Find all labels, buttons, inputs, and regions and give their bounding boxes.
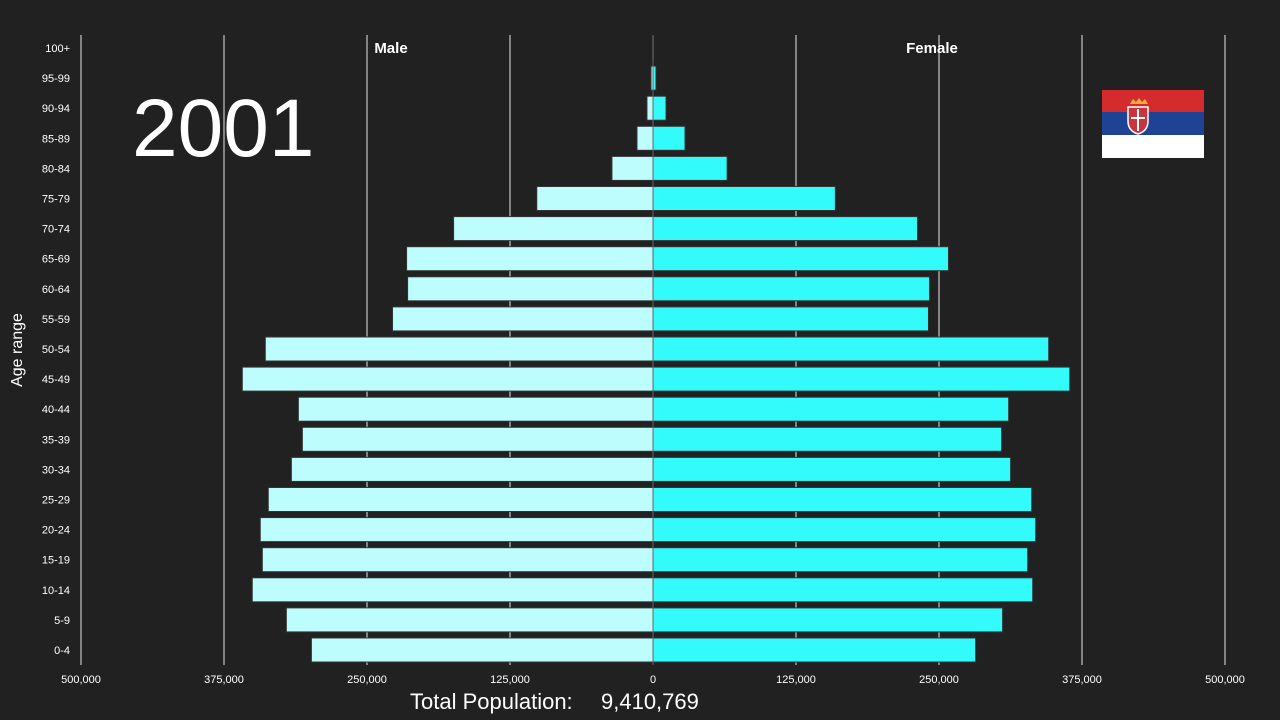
male-bar bbox=[536, 186, 654, 211]
male-bar bbox=[267, 487, 654, 512]
y-tick-label: 5-9 bbox=[54, 615, 70, 627]
year-label: 2001 bbox=[132, 83, 315, 174]
female-bar bbox=[652, 336, 1050, 362]
male-bar bbox=[406, 246, 654, 272]
male-bar bbox=[453, 216, 654, 242]
y-tick-label: 80-84 bbox=[42, 163, 70, 175]
x-tick-label: 125,000 bbox=[776, 674, 816, 686]
x-tick-label: 500,000 bbox=[1205, 674, 1245, 686]
y-tick-label: 45-49 bbox=[42, 374, 70, 386]
x-tick-label: 375,000 bbox=[1062, 674, 1102, 686]
y-axis-label: Age range bbox=[9, 313, 26, 387]
female-bar bbox=[652, 186, 836, 211]
female-bar bbox=[652, 487, 1033, 512]
y-tick-label: 50-54 bbox=[42, 344, 70, 356]
y-tick-label: 60-64 bbox=[42, 284, 70, 296]
female-bar bbox=[652, 517, 1037, 543]
y-tick-label: 85-89 bbox=[42, 133, 70, 145]
y-tick-label: 10-14 bbox=[42, 585, 70, 597]
total-population-label: Total Population: bbox=[410, 689, 573, 714]
y-tick-label: 25-29 bbox=[42, 495, 70, 507]
male-bar bbox=[297, 396, 654, 422]
female-bar bbox=[652, 276, 931, 302]
male-bar bbox=[310, 637, 654, 663]
male-bar bbox=[264, 336, 654, 362]
female-bar bbox=[652, 95, 667, 121]
x-tick-label: 375,000 bbox=[204, 674, 244, 686]
male-bar bbox=[251, 577, 654, 603]
x-tick-label: 250,000 bbox=[919, 674, 959, 686]
female-bar bbox=[652, 547, 1029, 573]
male-bar bbox=[392, 306, 654, 332]
serbia-flag-icon bbox=[1102, 90, 1204, 158]
female-bar bbox=[652, 637, 977, 663]
y-tick-label: 75-79 bbox=[42, 194, 70, 206]
male-bar bbox=[285, 607, 654, 633]
total-population-value: 9,410,769 bbox=[601, 689, 699, 714]
x-tick-label: 500,000 bbox=[61, 674, 101, 686]
x-tick-label: 0 bbox=[650, 674, 656, 686]
x-tick-label: 125,000 bbox=[490, 674, 530, 686]
y-tick-label: 90-94 bbox=[42, 103, 70, 115]
female-bar bbox=[652, 246, 949, 272]
female-bar bbox=[652, 366, 1071, 392]
female-bar bbox=[652, 396, 1010, 422]
male-bar bbox=[611, 155, 654, 181]
male-bar bbox=[407, 276, 654, 302]
female-bar bbox=[652, 155, 728, 181]
female-bar bbox=[652, 306, 929, 332]
female-series-label: Female bbox=[906, 40, 958, 57]
male-bar bbox=[241, 366, 654, 392]
male-bar bbox=[290, 456, 654, 482]
y-tick-label: 30-34 bbox=[42, 464, 70, 476]
y-tick-label: 15-19 bbox=[42, 555, 70, 567]
female-bar bbox=[652, 125, 686, 151]
male-series-label: Male bbox=[374, 40, 407, 57]
y-tick-label: 65-69 bbox=[42, 254, 70, 266]
female-bar bbox=[652, 216, 918, 242]
female-bar bbox=[652, 456, 1012, 482]
male-bar bbox=[636, 125, 654, 151]
y-tick-label: 0-4 bbox=[54, 645, 70, 657]
y-tick-label: 20-24 bbox=[42, 525, 70, 537]
y-tick-label: 40-44 bbox=[42, 404, 70, 416]
x-tick-label: 250,000 bbox=[347, 674, 387, 686]
male-bar bbox=[646, 95, 654, 121]
y-tick-label: 100+ bbox=[45, 43, 70, 55]
y-tick-label: 55-59 bbox=[42, 314, 70, 326]
female-bar bbox=[652, 426, 1003, 452]
y-tick-label: 95-99 bbox=[42, 73, 70, 85]
y-tick-label: 70-74 bbox=[42, 224, 70, 236]
male-bar bbox=[261, 547, 654, 573]
female-bar bbox=[652, 577, 1034, 603]
y-tick-label: 35-39 bbox=[42, 434, 70, 446]
male-bar bbox=[301, 426, 654, 452]
male-bar bbox=[259, 517, 654, 543]
female-bar bbox=[652, 607, 1004, 633]
